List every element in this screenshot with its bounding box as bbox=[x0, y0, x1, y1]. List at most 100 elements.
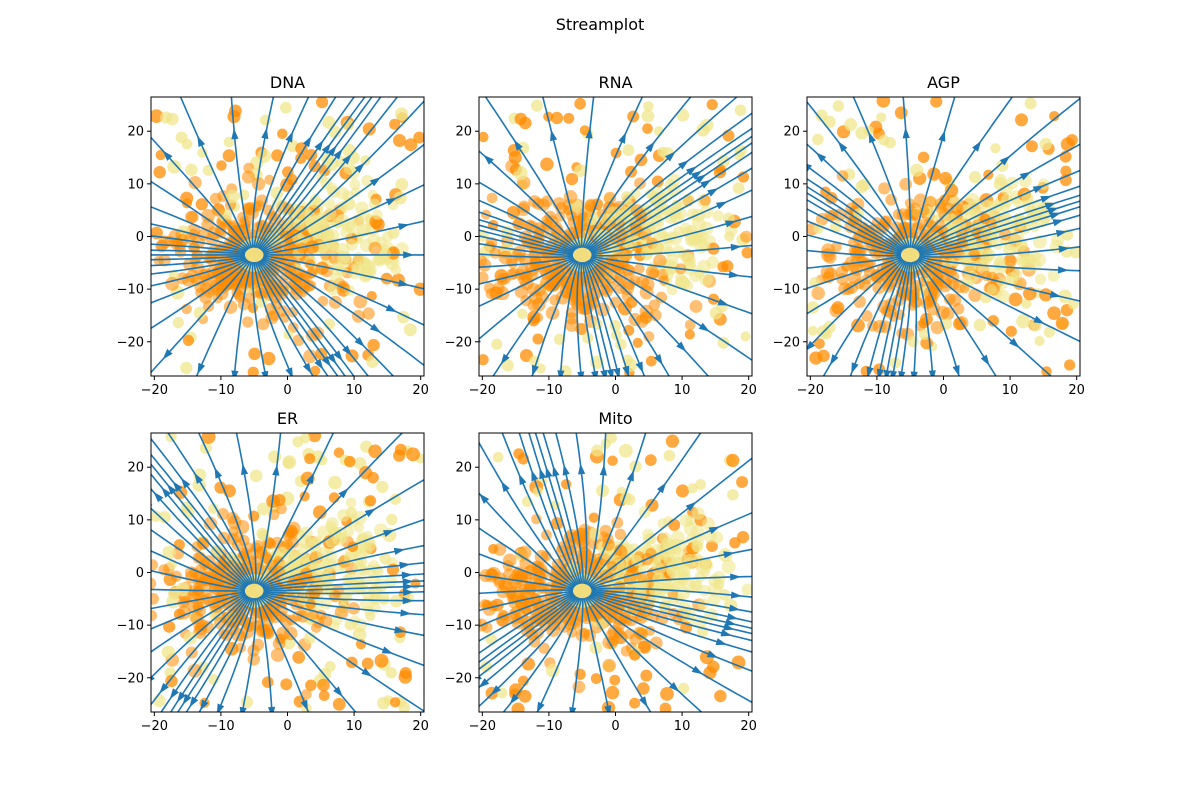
scatter-point bbox=[461, 654, 472, 665]
streamline bbox=[589, 141, 752, 252]
streamline bbox=[918, 200, 1080, 253]
scatter-point bbox=[485, 633, 497, 646]
scatter-point bbox=[637, 682, 650, 695]
scatter-point bbox=[574, 97, 587, 110]
scatter-point bbox=[493, 543, 507, 556]
streamline-arrow bbox=[398, 223, 410, 231]
scatter-point bbox=[1004, 254, 1017, 268]
scatter-point bbox=[659, 702, 672, 712]
streamline-arrow bbox=[539, 468, 547, 480]
scatter-point bbox=[379, 553, 391, 565]
scatter-point bbox=[994, 255, 1006, 268]
streamline-arrow bbox=[591, 370, 599, 376]
scatter-point bbox=[1010, 268, 1023, 281]
scatter-point bbox=[305, 148, 318, 162]
scatter-point bbox=[908, 208, 921, 220]
streamline-arrow bbox=[425, 232, 436, 239]
streamline-arrow bbox=[314, 140, 324, 151]
scatter-point bbox=[538, 642, 550, 654]
scatter-point bbox=[455, 264, 468, 277]
streamline-arrow bbox=[161, 487, 172, 498]
streamline bbox=[492, 260, 577, 376]
streamline-arrow bbox=[327, 353, 337, 365]
streamline-arrow bbox=[314, 358, 324, 370]
streamline bbox=[151, 487, 248, 587]
x-tick-label: 20 bbox=[740, 383, 757, 398]
streamline bbox=[484, 97, 580, 249]
scatter-point bbox=[365, 564, 377, 577]
scatter-point bbox=[188, 176, 202, 190]
streamline bbox=[518, 433, 579, 585]
scatter-point bbox=[211, 203, 225, 217]
streamline bbox=[590, 548, 752, 588]
scatter-point bbox=[845, 256, 856, 267]
streamline-arrow bbox=[509, 693, 520, 705]
scatter-point bbox=[717, 261, 729, 273]
scatter-point bbox=[216, 508, 229, 521]
streamline bbox=[151, 437, 253, 585]
y-tick-label: 0 bbox=[464, 566, 472, 581]
streamline-arrow bbox=[725, 618, 737, 626]
streamline-arrow bbox=[456, 660, 467, 669]
streamline-arrow bbox=[398, 279, 410, 287]
scatter-point bbox=[368, 241, 382, 255]
scatter-point bbox=[707, 293, 720, 305]
scatter-point bbox=[403, 323, 417, 337]
streamline bbox=[479, 259, 576, 340]
scatter-point bbox=[668, 518, 681, 531]
streamline bbox=[585, 433, 607, 585]
scatter-point bbox=[944, 183, 959, 198]
scatter-point bbox=[629, 275, 641, 287]
streamline bbox=[253, 262, 293, 376]
scatter-point bbox=[364, 495, 377, 507]
scatter-point bbox=[709, 306, 723, 320]
streamline-arrow bbox=[707, 188, 719, 197]
streamline-arrow bbox=[272, 464, 280, 476]
scatter-point bbox=[821, 248, 835, 262]
scatter-point bbox=[315, 261, 329, 275]
scatter-point bbox=[364, 260, 376, 272]
scatter-point bbox=[876, 97, 891, 108]
scatter-point bbox=[155, 149, 166, 161]
streamline-arrow bbox=[381, 646, 394, 654]
streamline bbox=[479, 593, 575, 655]
streamline bbox=[852, 97, 910, 248]
scatter-point bbox=[499, 273, 511, 285]
streamline-arrow bbox=[691, 170, 702, 180]
streamline bbox=[151, 257, 246, 275]
scatter-point bbox=[261, 676, 274, 688]
streamline-arrow bbox=[151, 674, 155, 681]
streamline bbox=[185, 597, 253, 712]
scatter-point bbox=[603, 191, 617, 205]
streamline bbox=[581, 262, 606, 376]
x-tick-label: 0 bbox=[611, 383, 619, 398]
streamline bbox=[262, 562, 424, 589]
scatter-point bbox=[930, 97, 943, 108]
scatter-point bbox=[183, 631, 197, 645]
scatter-point bbox=[724, 231, 735, 242]
streamline-arrow bbox=[403, 251, 414, 259]
scatter-point bbox=[479, 131, 489, 143]
plot-area bbox=[127, 433, 424, 712]
scatter-point bbox=[942, 202, 955, 215]
scatter-point bbox=[514, 112, 527, 126]
scatter-point bbox=[505, 159, 519, 174]
x-tick-label: 10 bbox=[674, 719, 691, 734]
streamline bbox=[230, 97, 253, 249]
streamline-arrow bbox=[115, 310, 126, 317]
streamline-arrow bbox=[127, 659, 138, 668]
streamline bbox=[151, 255, 246, 261]
streamline-arrow bbox=[479, 678, 490, 688]
streamline-arrow bbox=[1052, 219, 1064, 227]
scatter-point bbox=[413, 282, 424, 297]
streamline bbox=[151, 249, 246, 255]
y-tick-label: 20 bbox=[127, 461, 144, 476]
streamline-arrow bbox=[361, 667, 373, 677]
scatter-point bbox=[629, 223, 643, 236]
streamline-arrow bbox=[635, 361, 644, 373]
streamline-arrow bbox=[577, 371, 585, 376]
scatter-point bbox=[711, 531, 724, 544]
streamline-arrow bbox=[448, 651, 459, 660]
streamline bbox=[584, 597, 652, 712]
streamline bbox=[583, 597, 610, 712]
